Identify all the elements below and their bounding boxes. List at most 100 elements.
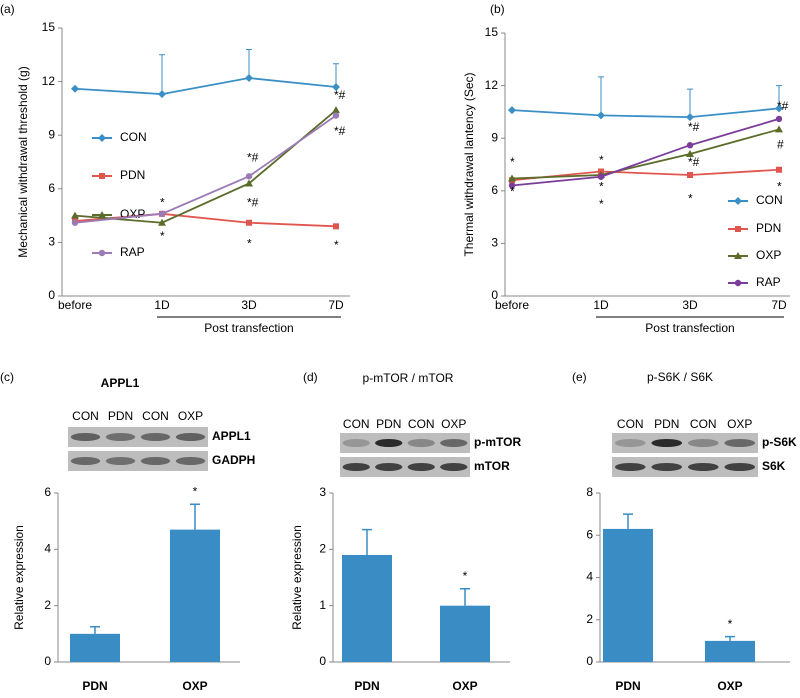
y-tick-label: 15	[485, 25, 499, 39]
point	[775, 115, 783, 123]
y-tick-label: 3	[319, 485, 326, 499]
x-tick-label: 3D	[682, 298, 698, 312]
point	[158, 218, 166, 226]
error-bar	[246, 48, 252, 79]
y-tick-label: 6	[48, 181, 55, 195]
point	[597, 173, 605, 180]
bar	[342, 554, 392, 662]
point	[686, 142, 694, 149]
point	[775, 125, 783, 133]
lane-label: CON	[408, 417, 435, 431]
annotation: *	[334, 238, 339, 252]
row-label: p-S6K	[762, 435, 797, 449]
point	[71, 219, 79, 226]
lane-label: OXP	[727, 417, 752, 431]
series-line	[511, 107, 780, 119]
series-line	[74, 109, 337, 224]
blot-band	[105, 457, 136, 465]
annotation: *#	[777, 99, 789, 113]
x-tick-label: OXP	[717, 679, 742, 693]
blot-band	[375, 463, 403, 471]
point	[245, 179, 253, 187]
legend-label: RAP	[756, 275, 781, 289]
point	[332, 82, 340, 91]
annotation: *	[510, 185, 515, 199]
point	[71, 84, 79, 93]
x-tick-label: before	[58, 298, 92, 312]
x-tick-label: OXP	[182, 679, 207, 693]
legend-marker	[735, 226, 741, 232]
blot-band	[70, 433, 101, 441]
bar	[170, 529, 220, 662]
y-tick-label: 2	[586, 612, 593, 626]
y-tick-label: 0	[319, 654, 326, 668]
series-line	[74, 212, 337, 228]
point	[508, 174, 516, 182]
point	[775, 104, 783, 113]
lane-label: CON	[142, 409, 169, 423]
y-axis-label: Relative expression	[290, 525, 304, 630]
annotation: *	[160, 195, 165, 209]
y-axis-label: Thermal withdrawal lantency (Sec)	[462, 72, 476, 256]
blot-band	[440, 463, 468, 471]
legend-label: OXP	[756, 248, 781, 262]
x-tick-label: 1D	[593, 298, 609, 312]
legend-label: CON	[120, 130, 147, 144]
blot-strip	[68, 427, 208, 447]
series-line	[511, 128, 780, 180]
annotation: *	[193, 484, 198, 498]
annotation: *	[599, 153, 604, 167]
x-tick-label: OXP	[452, 679, 477, 693]
point	[71, 211, 79, 219]
annotation: *#	[334, 88, 346, 102]
legend-label: OXP	[120, 207, 145, 221]
lane-label: CON	[72, 409, 99, 423]
series-line	[511, 168, 780, 182]
bar	[603, 528, 653, 662]
error-bar	[725, 635, 735, 641]
row-label: APPL1	[212, 429, 251, 443]
point	[776, 166, 782, 173]
blot-band	[614, 463, 646, 471]
point	[687, 172, 693, 179]
blot-band	[687, 463, 719, 471]
y-tick-label: 3	[48, 235, 55, 249]
point	[508, 106, 516, 115]
annotation: *	[247, 236, 252, 250]
legend-marker	[99, 173, 105, 179]
y-tick-label: 9	[491, 130, 498, 144]
error-bar	[687, 88, 693, 118]
legend-marker	[98, 211, 106, 218]
legend-marker	[734, 279, 742, 287]
point	[597, 111, 605, 120]
annotation: #	[777, 137, 784, 151]
point	[332, 112, 340, 119]
y-tick-label: 12	[485, 78, 499, 92]
blot-strip	[340, 457, 470, 477]
point	[686, 113, 694, 122]
legend-label: PDN	[756, 221, 781, 235]
annotation: *	[160, 229, 165, 243]
point	[686, 149, 694, 157]
point	[245, 74, 253, 83]
x-tick-label: before	[495, 298, 529, 312]
y-tick-label: 15	[42, 20, 56, 34]
y-tick-label: 0	[48, 288, 55, 302]
x-axis-label: Post transfection	[204, 321, 293, 335]
lane-label: PDN	[376, 417, 401, 431]
blot-band	[342, 463, 370, 471]
panel-title: APPL1	[101, 376, 140, 390]
blot-band	[651, 463, 683, 471]
annotation: *	[463, 569, 468, 583]
legend-marker	[98, 134, 106, 142]
y-tick-label: 9	[48, 127, 55, 141]
blot-band	[140, 457, 171, 465]
blot-band	[724, 463, 756, 471]
error-bar	[90, 626, 100, 634]
lane-label: OXP	[441, 417, 466, 431]
point	[246, 219, 252, 226]
annotation: *	[599, 197, 604, 211]
legend-marker	[734, 252, 742, 259]
annotation: *	[510, 155, 515, 169]
